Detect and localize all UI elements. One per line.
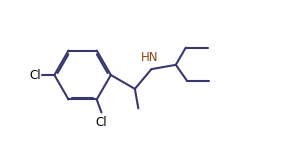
Text: Cl: Cl [29, 69, 41, 81]
Text: Cl: Cl [96, 116, 107, 129]
Text: HN: HN [141, 51, 158, 64]
